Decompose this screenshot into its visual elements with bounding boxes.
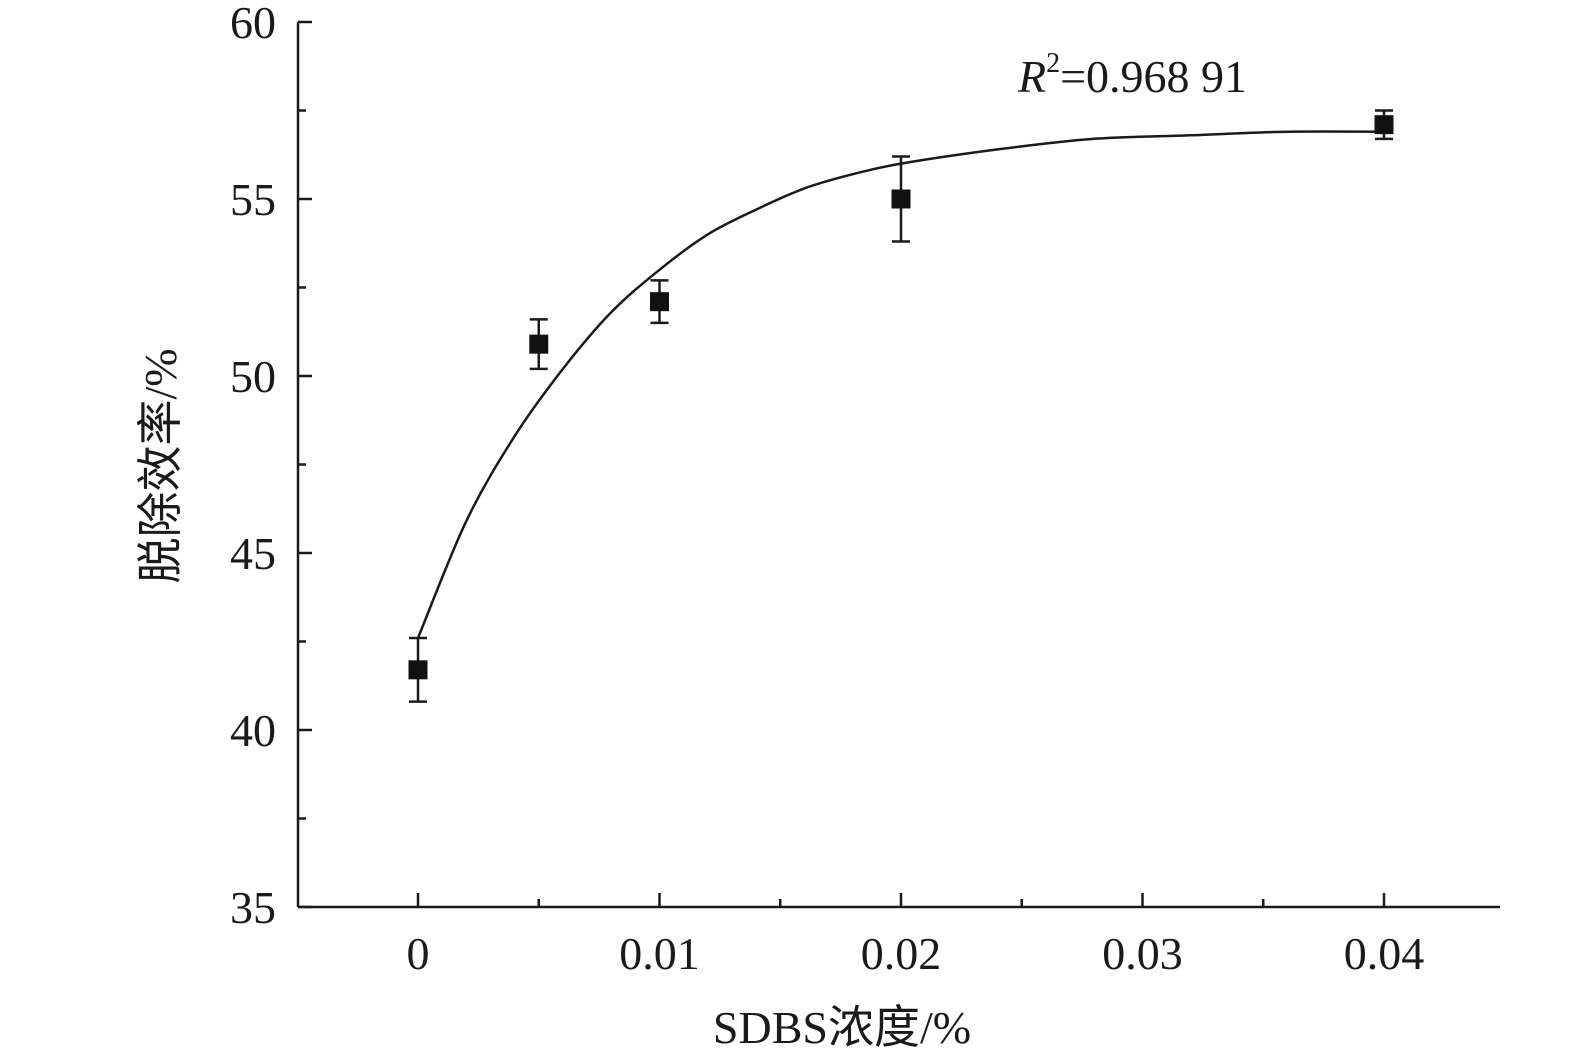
data-point-marker (529, 334, 549, 354)
x-tick-label: 0 (407, 928, 430, 979)
data-points (408, 109, 1394, 703)
y-tick-label: 55 (230, 174, 276, 225)
r-symbol: R (1017, 51, 1046, 102)
r-exponent: 2 (1046, 48, 1060, 79)
x-axis-title: SDBS浓度/% (713, 1002, 971, 1053)
fit-curve (416, 130, 1385, 639)
y-tick-label: 35 (230, 882, 276, 933)
y-tick-label: 45 (230, 528, 276, 579)
r-squared-annotation: R2=0.968 91 (1017, 48, 1247, 102)
data-point-group (408, 636, 428, 703)
data-point-marker (650, 292, 669, 312)
y-tick-label: 40 (230, 705, 276, 756)
r-value: =0.968 91 (1060, 51, 1247, 102)
data-point-group (891, 155, 911, 243)
axes (296, 22, 1500, 909)
y-axis-ticks: 35 40 45 50 55 60 (230, 0, 312, 933)
y-tick-label: 50 (230, 351, 276, 402)
x-tick-label: 0.03 (1102, 928, 1183, 979)
data-point-group (1374, 109, 1394, 141)
y-tick-label: 60 (230, 0, 276, 48)
x-tick-label: 0.04 (1344, 928, 1425, 979)
data-point-group (529, 318, 549, 371)
data-point-marker (408, 660, 428, 680)
x-tick-label: 0.02 (861, 928, 942, 979)
data-point-marker (891, 189, 911, 209)
data-point-marker (1374, 115, 1394, 135)
x-tick-label: 0.01 (619, 928, 700, 979)
data-point-group (650, 279, 669, 325)
y-axis-title: 脱除效率/% (135, 348, 186, 583)
x-axis-ticks: 0 0.01 0.02 0.03 0.04 (407, 893, 1425, 979)
